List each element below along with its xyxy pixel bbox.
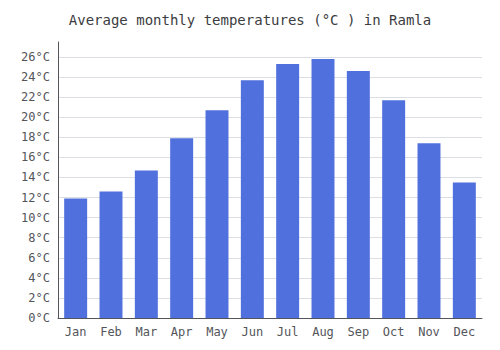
svg-text:Dec: Dec bbox=[453, 325, 475, 339]
svg-text:Average monthly temperatures (: Average monthly temperatures (°C ) in Ra… bbox=[69, 12, 431, 28]
svg-text:Mar: Mar bbox=[135, 325, 157, 339]
svg-text:8°C: 8°C bbox=[28, 231, 50, 245]
svg-text:22°C: 22°C bbox=[21, 90, 50, 104]
svg-text:24°C: 24°C bbox=[21, 70, 50, 84]
svg-text:Nov: Nov bbox=[418, 325, 440, 339]
svg-text:10°C: 10°C bbox=[21, 211, 50, 225]
svg-text:Apr: Apr bbox=[171, 325, 193, 339]
svg-text:18°C: 18°C bbox=[21, 130, 50, 144]
svg-text:6°C: 6°C bbox=[28, 251, 50, 265]
svg-text:14°C: 14°C bbox=[21, 170, 50, 184]
svg-text:Oct: Oct bbox=[383, 325, 405, 339]
svg-text:4°C: 4°C bbox=[28, 271, 50, 285]
svg-text:Jul: Jul bbox=[277, 325, 299, 339]
svg-text:Jan: Jan bbox=[65, 325, 87, 339]
svg-text:Aug: Aug bbox=[312, 325, 334, 339]
svg-text:Jun: Jun bbox=[241, 325, 263, 339]
svg-text:2°C: 2°C bbox=[28, 291, 50, 305]
svg-text:20°C: 20°C bbox=[21, 110, 50, 124]
svg-text:Sep: Sep bbox=[347, 325, 369, 339]
svg-text:May: May bbox=[206, 325, 228, 339]
svg-text:16°C: 16°C bbox=[21, 150, 50, 164]
svg-text:0°C: 0°C bbox=[28, 311, 50, 325]
svg-text:26°C: 26°C bbox=[21, 50, 50, 64]
svg-text:Feb: Feb bbox=[100, 325, 122, 339]
svg-text:12°C: 12°C bbox=[21, 191, 50, 205]
